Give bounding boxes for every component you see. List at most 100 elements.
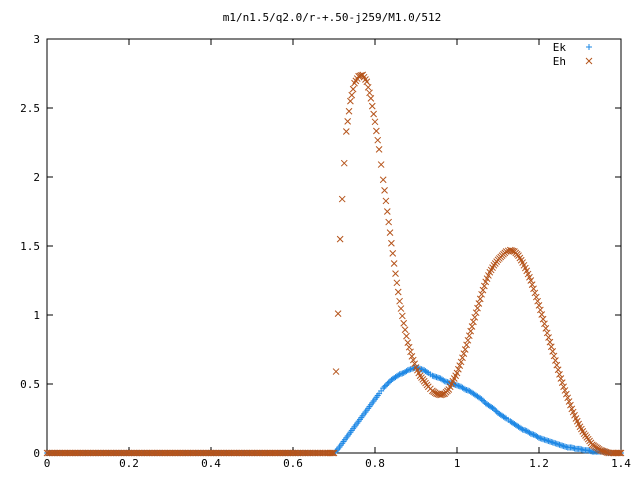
- point-eh: [128, 449, 136, 457]
- point-eh: [459, 354, 466, 362]
- point-eh: [215, 449, 223, 457]
- point-eh: [245, 449, 253, 457]
- point-eh: [374, 136, 382, 144]
- point-eh: [161, 449, 169, 457]
- point-eh: [137, 449, 144, 457]
- point-eh: [342, 128, 350, 135]
- point-eh: [243, 449, 251, 457]
- point-eh: [110, 449, 118, 457]
- point-eh: [230, 449, 238, 457]
- point-eh: [329, 449, 336, 457]
- point-eh: [390, 260, 398, 267]
- point-eh: [153, 449, 161, 457]
- point-eh: [556, 370, 563, 378]
- point-eh: [160, 449, 167, 457]
- point-eh: [283, 449, 290, 457]
- point-eh: [212, 449, 220, 457]
- x-tick-label: 0.2: [119, 457, 139, 470]
- x-tick-label: 1.2: [529, 457, 549, 470]
- point-eh: [260, 449, 267, 457]
- point-eh: [94, 449, 102, 457]
- point-eh: [457, 358, 465, 366]
- point-eh: [276, 449, 284, 457]
- point-eh: [240, 449, 248, 457]
- y-tick-label: 0: [33, 447, 40, 460]
- point-eh: [409, 356, 417, 364]
- point-eh: [366, 89, 373, 97]
- point-eh: [145, 449, 153, 457]
- point-eh: [66, 449, 74, 457]
- point-ek: [518, 425, 525, 432]
- point-eh: [232, 449, 239, 457]
- point-eh: [393, 279, 401, 287]
- point-eh: [206, 449, 213, 457]
- point-eh: [227, 449, 235, 457]
- point-ek: [501, 414, 508, 421]
- axes: 0 0.2 0.4 0.6 0.8 1 1.2 1.4 0 0.5 1 1.5 2 2.5 3: [20, 33, 631, 470]
- point-eh: [567, 401, 574, 409]
- point-eh: [53, 449, 61, 457]
- point-eh: [237, 449, 244, 457]
- point-eh: [558, 379, 566, 386]
- point-eh: [174, 449, 182, 457]
- point-eh: [539, 315, 547, 323]
- point-eh: [560, 383, 567, 391]
- point-eh: [171, 449, 179, 457]
- point-ek: [460, 385, 467, 392]
- point-eh: [546, 338, 554, 346]
- point-eh: [478, 290, 485, 298]
- point-eh: [84, 449, 92, 457]
- point-eh: [401, 326, 409, 334]
- point-ek: [478, 396, 485, 403]
- point-eh: [43, 449, 51, 457]
- point-eh: [140, 449, 148, 457]
- point-eh: [527, 277, 535, 284]
- point-eh: [191, 449, 198, 457]
- point-eh: [388, 239, 395, 247]
- legend: Ek Eh: [553, 41, 593, 68]
- point-eh: [396, 297, 403, 305]
- point-eh: [398, 312, 406, 320]
- point-eh: [471, 313, 479, 321]
- point-eh: [464, 336, 472, 344]
- point-eh: [63, 449, 71, 457]
- point-eh: [455, 365, 462, 373]
- point-eh: [266, 449, 274, 457]
- point-eh: [284, 449, 292, 457]
- point-eh: [181, 449, 189, 457]
- point-eh: [194, 449, 202, 457]
- point-eh: [347, 97, 354, 105]
- point-eh: [219, 449, 226, 457]
- point-eh: [404, 339, 412, 346]
- point-eh: [470, 318, 477, 326]
- point-eh: [382, 197, 390, 205]
- point-eh: [330, 449, 338, 457]
- point-eh: [261, 449, 269, 457]
- point-eh: [392, 270, 399, 277]
- point-eh: [61, 449, 69, 457]
- point-eh: [534, 297, 541, 305]
- point-eh: [379, 176, 387, 184]
- point-eh: [562, 390, 570, 398]
- point-eh: [345, 107, 353, 115]
- point-eh: [472, 309, 480, 317]
- point-eh: [453, 369, 461, 377]
- point-eh: [224, 449, 231, 457]
- y-tick-label: 0.5: [20, 378, 40, 391]
- plot-frame: [46, 38, 622, 454]
- point-eh: [531, 289, 539, 297]
- point-eh: [51, 449, 59, 457]
- point-eh: [197, 449, 205, 457]
- point-eh: [528, 281, 536, 288]
- point-eh: [258, 449, 266, 457]
- point-eh: [104, 449, 112, 457]
- point-eh: [119, 449, 126, 457]
- point-eh: [86, 449, 93, 457]
- point-eh: [132, 449, 139, 457]
- chart-title: m1/n1.5/q2.0/r-+.50-j259/M1.0/512: [223, 11, 442, 24]
- series-layer: [43, 71, 625, 457]
- point-eh: [120, 449, 128, 457]
- legend-marker-eh: [585, 57, 593, 65]
- point-eh: [269, 449, 277, 457]
